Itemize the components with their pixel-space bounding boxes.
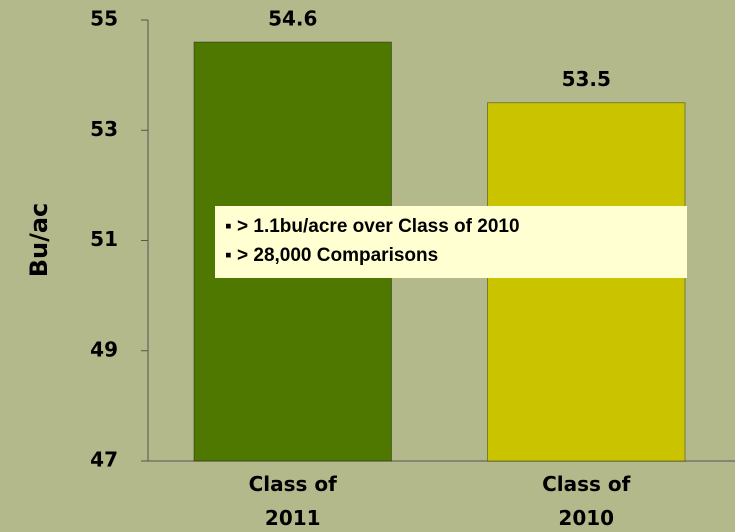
x-tick-label: Class of 2010 — [542, 472, 631, 530]
y-tick-label: 47 — [90, 448, 118, 472]
y-axis-label: Bu/ac — [25, 203, 53, 278]
y-tick-label: 51 — [90, 227, 118, 251]
annotation-box: > 1.1bu/acre over Class of 2010> 28,000 … — [215, 206, 687, 278]
annotation: > 1.1bu/acre over Class of 2010 — [225, 212, 677, 241]
y-tick-label: 53 — [90, 117, 118, 141]
y-tick-label: 49 — [90, 337, 118, 361]
x-tick-label: Class of 2011 — [248, 472, 337, 530]
value-label: 53.5 — [562, 67, 611, 91]
annotation: > 28,000 Comparisons — [225, 241, 677, 270]
value-label: 54.6 — [268, 7, 317, 31]
y-tick-label: 55 — [90, 7, 118, 31]
bar — [487, 102, 686, 462]
